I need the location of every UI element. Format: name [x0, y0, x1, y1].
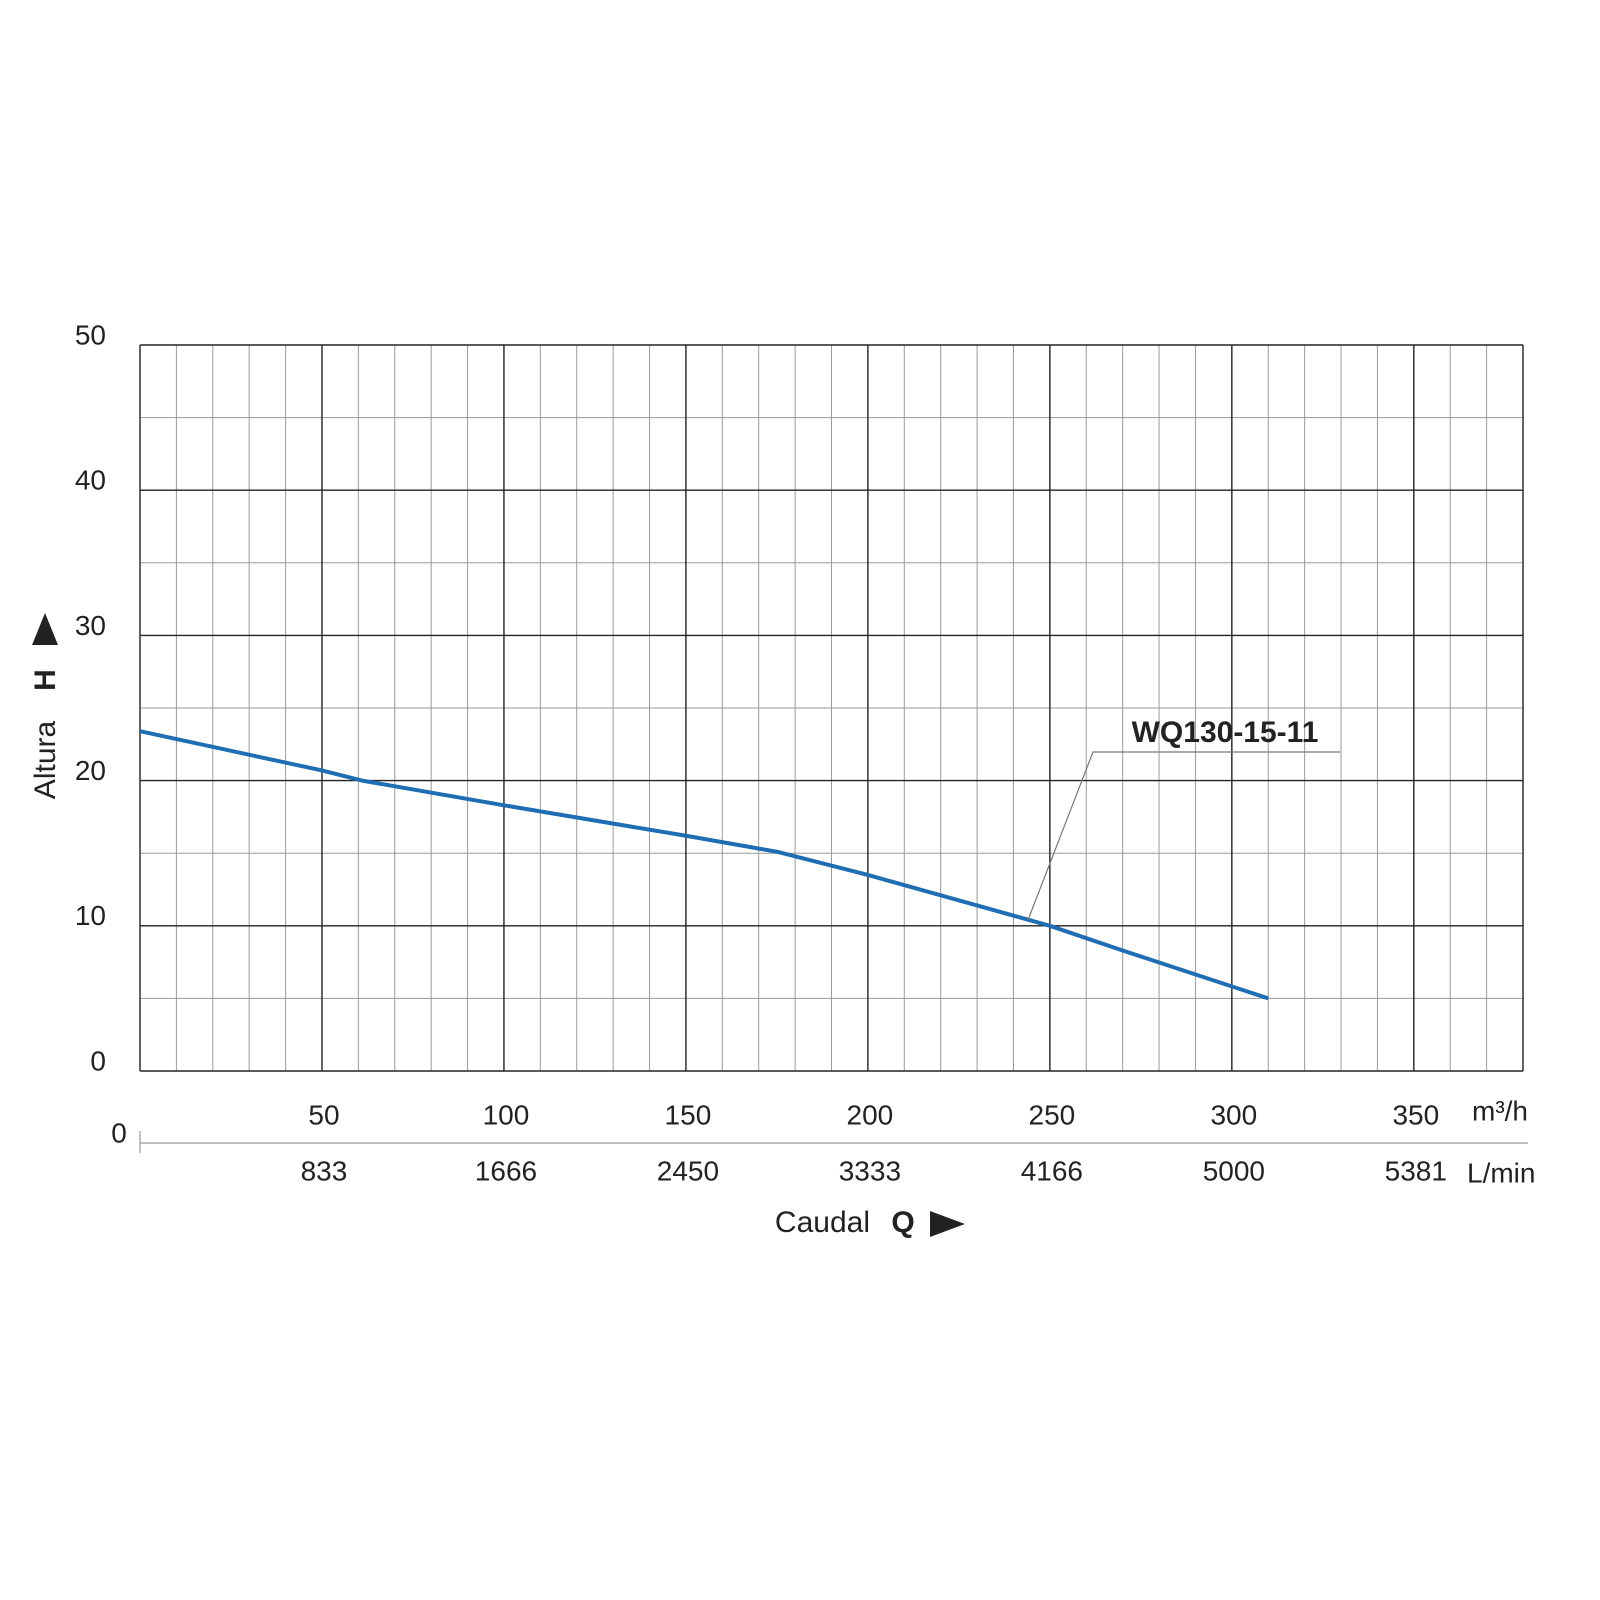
plot [139, 729, 1269, 1001]
x-tick-label: 100 [483, 1099, 530, 1130]
x2-tick-label: 3333 [839, 1155, 901, 1186]
x-tick-label: 50 [308, 1099, 339, 1130]
x-tick-label: 200 [847, 1099, 894, 1130]
x-axis-symbol: Q [891, 1206, 914, 1239]
x2-tick-label: 833 [301, 1155, 348, 1186]
grid [139, 344, 1524, 1072]
x-tick-label: 350 [1392, 1099, 1439, 1130]
series-line [139, 729, 1269, 1001]
y-axis-label: Altura [29, 721, 62, 800]
y-axis-arrow [32, 613, 58, 645]
x-tick-label: 0 [111, 1117, 127, 1148]
x-tick-label: 250 [1029, 1099, 1076, 1130]
y-tick-label: 50 [75, 319, 106, 350]
y-tick-label: 0 [90, 1045, 106, 1076]
x2-tick-label: 4166 [1021, 1155, 1083, 1186]
x-tick-label: 300 [1210, 1099, 1257, 1130]
x-axis-label: Caudal [775, 1206, 870, 1239]
y-axis-symbol: H [29, 669, 62, 691]
x2-tick-label: 5381 [1385, 1155, 1447, 1186]
y-tick-label: 20 [75, 755, 106, 786]
y-tick-label: 30 [75, 610, 106, 641]
x-tick-label: 150 [665, 1099, 712, 1130]
x2-tick-label: 5000 [1203, 1155, 1265, 1186]
x2-tick-label: 1666 [475, 1155, 537, 1186]
y-tick-label: 40 [75, 465, 106, 496]
x-axis-arrow [930, 1211, 965, 1237]
annotation-leader [1027, 751, 1340, 921]
x2-tick-label: 2450 [657, 1155, 719, 1186]
x-unit: m³/h [1472, 1095, 1528, 1126]
series-label: WQ130-15-11 [1132, 716, 1319, 749]
x2-unit: L/min [1467, 1157, 1535, 1188]
y-tick-label: 10 [75, 900, 106, 931]
